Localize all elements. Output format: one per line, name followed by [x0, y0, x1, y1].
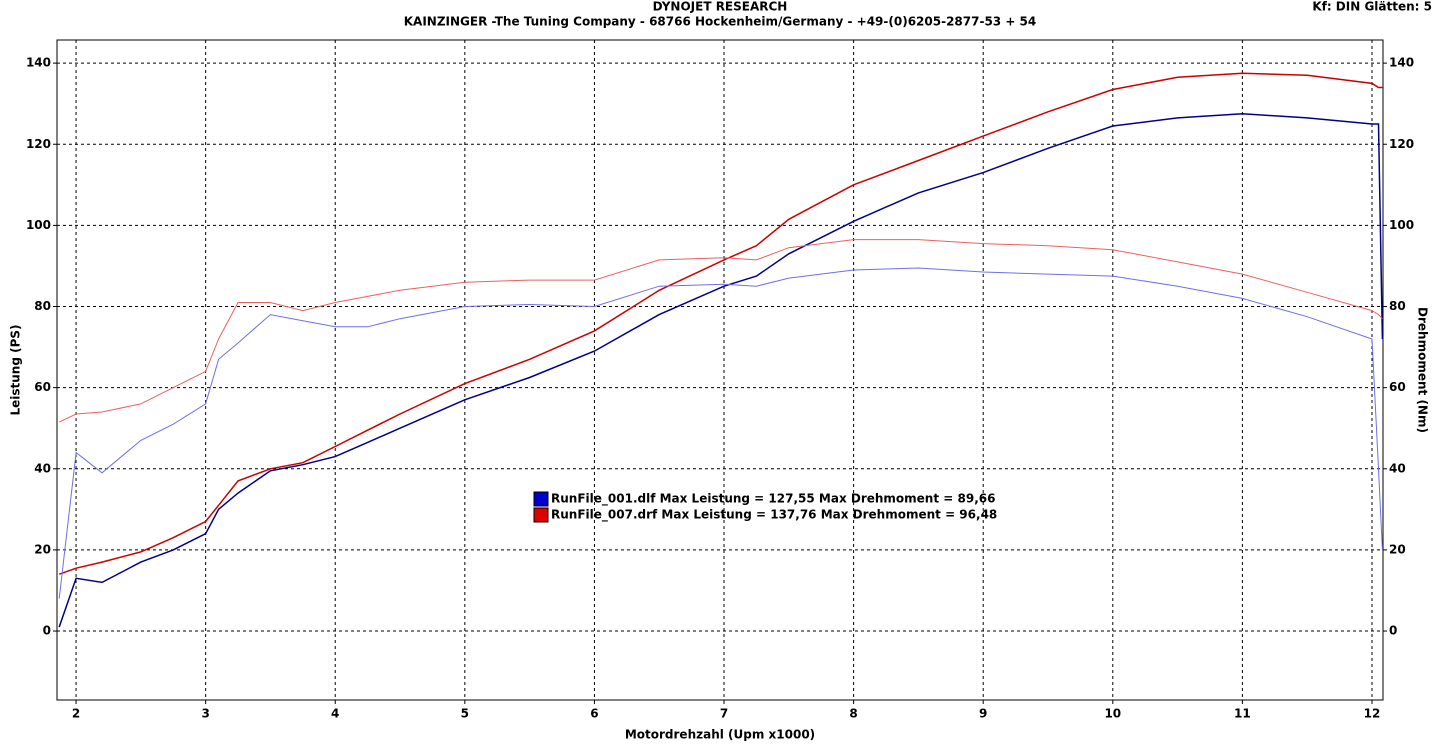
y2-tick-label: 100 [1389, 218, 1414, 232]
x-tick-label: 3 [201, 707, 209, 721]
y2-tick-label: 140 [1389, 56, 1414, 70]
y-axis-label: Leistung (PS) [9, 324, 23, 415]
x-tick-label: 10 [1104, 707, 1121, 721]
data-line [58, 239, 1383, 423]
x-tick-label: 7 [720, 707, 728, 721]
y2-axis-label: Drehmoment (Nm) [1416, 307, 1430, 433]
y-tick-label: 60 [34, 380, 51, 394]
x-tick-label: 4 [331, 707, 339, 721]
x-tick-label: 11 [1234, 707, 1251, 721]
x-tick-label: 2 [72, 707, 80, 721]
chart-title: DYNOJET RESEARCH [653, 0, 788, 14]
legend-swatch [533, 507, 549, 523]
x-axis-label: Motordrehzahl (Upm x1000) [625, 728, 815, 742]
y2-tick-label: 120 [1389, 137, 1414, 151]
y-tick-label: 120 [26, 137, 51, 151]
y-tick-label: 80 [34, 299, 51, 313]
y-tick-label: 100 [26, 218, 51, 232]
y-tick-label: 20 [34, 542, 51, 556]
x-tick-label: 9 [979, 707, 987, 721]
data-line [58, 72, 1383, 575]
x-tick-label: 5 [461, 707, 469, 721]
y-tick-label: 0 [43, 624, 51, 638]
y2-tick-label: 20 [1389, 542, 1406, 556]
data-line [58, 113, 1384, 628]
y2-tick-label: 40 [1389, 461, 1406, 475]
data-line [58, 267, 1383, 599]
x-tick-label: 8 [849, 707, 857, 721]
corner-note: Kf: DIN Glätten: 5 [1312, 0, 1432, 14]
legend-entry: RunFile_001.dlf Max Leistung = 127,55 Ma… [551, 492, 995, 507]
y-tick-label: 140 [26, 56, 51, 70]
plot-area [56, 39, 1384, 701]
x-tick-label: 12 [1364, 707, 1381, 721]
y2-tick-label: 80 [1389, 299, 1406, 313]
chart-subtitle: KAINZINGER -The Tuning Company - 68766 H… [404, 15, 1037, 29]
y2-tick-label: 0 [1389, 624, 1397, 638]
y-tick-label: 40 [34, 461, 51, 475]
legend-swatch [533, 491, 549, 507]
x-tick-label: 6 [590, 707, 598, 721]
y2-tick-label: 60 [1389, 380, 1406, 394]
legend-entry: RunFile_007.drf Max Leistung = 137,76 Ma… [551, 508, 997, 523]
